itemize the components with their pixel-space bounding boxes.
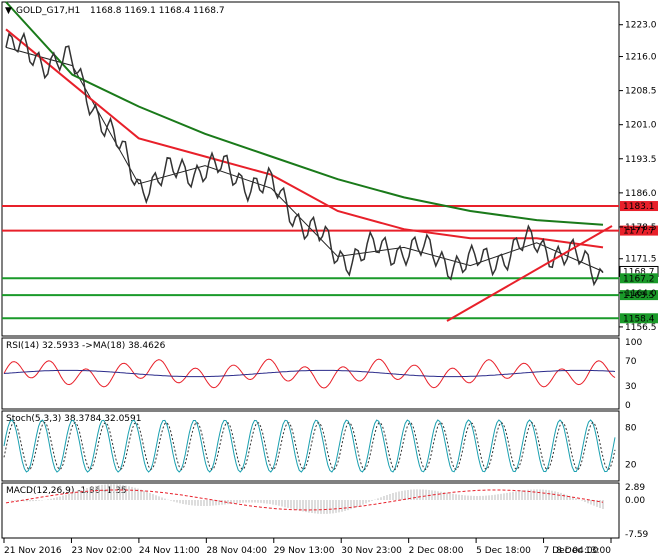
- level-badge: [620, 273, 658, 284]
- axis-label: 100: [625, 338, 642, 348]
- level-label: 1183.1: [623, 202, 655, 212]
- axis-label: 2.89: [625, 483, 645, 493]
- price-tick-label: 1164.0: [625, 289, 657, 299]
- axis-label: -7.59: [625, 530, 649, 540]
- price-candles: [5, 31, 604, 287]
- macd-signal-line: [5, 489, 604, 511]
- time-tick-label: 2 Dec 08:00: [409, 546, 464, 556]
- price-tick-label: 1223.0: [625, 21, 657, 31]
- level-label: 1167.2: [623, 274, 655, 284]
- price-series-1: [5, 28, 604, 249]
- time-tick-label: 29 Nov 13:00: [274, 546, 335, 556]
- price-tick-label: 1201.0: [625, 121, 657, 131]
- price-tick-label: 1193.5: [625, 155, 657, 165]
- stoch-d-line: [3, 421, 616, 471]
- level-badge: [620, 313, 658, 324]
- axis-label: 30: [625, 382, 637, 392]
- axis-label: 0.00: [625, 496, 645, 506]
- axis-label: 0: [625, 401, 631, 411]
- rsi-ma-line: [3, 369, 616, 378]
- time-tick-label: 7 Dec 04:00: [544, 546, 599, 556]
- price-series-0: [5, 46, 604, 272]
- time-tick-label: 23 Nov 02:00: [71, 546, 132, 556]
- instrument-label: GOLD_G17,H1: [16, 6, 80, 16]
- price-tick-label: 1208.5: [625, 87, 657, 97]
- level-badge: [620, 201, 658, 212]
- stoch-label: Stoch(5,3,3) 38.3784 32.0591: [6, 414, 141, 424]
- level-label: 1163.5: [623, 291, 655, 301]
- price-tick-label: 1178.5: [625, 223, 657, 233]
- level-label: 1168.7: [623, 267, 655, 277]
- stoch-k-line: [3, 419, 616, 473]
- price-tick-label: 1216.0: [625, 53, 657, 63]
- axis-label: 20: [625, 461, 637, 471]
- time-tick-label: 28 Nov 04:00: [206, 546, 267, 556]
- time-tick-label: 21 Nov 2016: [4, 546, 62, 556]
- level-badge: [620, 225, 658, 236]
- price-tick-label: 1156.5: [625, 323, 657, 333]
- price-tick-label: 1186.0: [625, 189, 657, 199]
- axis-label: 70: [625, 357, 637, 367]
- time-tick-label: 8 Dec 13:00: [556, 546, 611, 556]
- triangle-icon: ▼: [5, 6, 12, 16]
- axis-label: 80: [625, 423, 637, 433]
- macd-label: MACD(12,26,9) -1.86 -1.35: [6, 486, 127, 496]
- trendline: [446, 225, 613, 322]
- rsi-label: RSI(14) 32.5933 ->MA(18) 38.4626: [6, 341, 166, 351]
- level-label: 1158.4: [623, 314, 655, 324]
- time-tick-label: 5 Dec 18:00: [476, 546, 531, 556]
- price-series-2: [5, 1, 604, 226]
- time-tick-label: 30 Nov 23:00: [341, 546, 402, 556]
- price-tick-label: 1171.5: [625, 255, 657, 265]
- time-tick-label: 24 Nov 11:00: [139, 546, 200, 556]
- ohlc-label: 1168.8 1169.1 1168.4 1168.7: [90, 6, 225, 16]
- level-label: 1177.7: [623, 227, 655, 237]
- level-badge: [620, 290, 658, 301]
